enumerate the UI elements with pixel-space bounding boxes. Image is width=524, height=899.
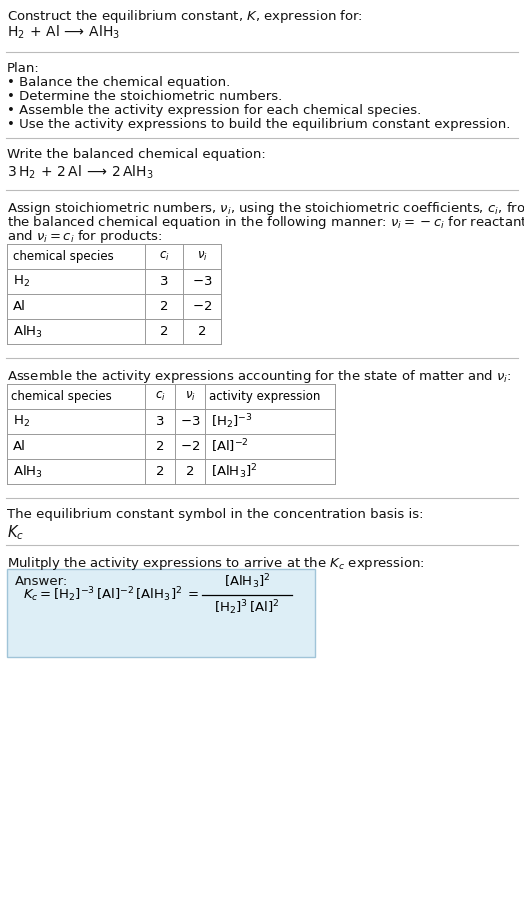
Text: $\nu_i$: $\nu_i$ [184,390,195,403]
Text: Answer:: Answer: [15,575,68,588]
Text: and $\nu_i = c_i$ for products:: and $\nu_i = c_i$ for products: [7,228,162,245]
Text: the balanced chemical equation in the following manner: $\nu_i = -c_i$ for react: the balanced chemical equation in the fo… [7,214,524,231]
Text: 2: 2 [185,465,194,478]
Text: Assign stoichiometric numbers, $\nu_i$, using the stoichiometric coefficients, $: Assign stoichiometric numbers, $\nu_i$, … [7,200,524,217]
Text: $-3$: $-3$ [192,275,212,288]
Text: • Use the activity expressions to build the equilibrium constant expression.: • Use the activity expressions to build … [7,118,510,131]
Text: • Assemble the activity expression for each chemical species.: • Assemble the activity expression for e… [7,104,421,117]
Text: $c_i$: $c_i$ [159,250,169,263]
Text: Assemble the activity expressions accounting for the state of matter and $\nu_i$: Assemble the activity expressions accoun… [7,368,512,385]
Text: 2: 2 [156,465,164,478]
Text: $[\mathrm{AlH_3}]^{2}$: $[\mathrm{AlH_3}]^{2}$ [224,573,270,592]
Text: activity expression: activity expression [209,390,320,403]
Text: Write the balanced chemical equation:: Write the balanced chemical equation: [7,148,266,161]
Text: Construct the equilibrium constant, $K$, expression for:: Construct the equilibrium constant, $K$,… [7,8,363,25]
Text: $\nu_i$: $\nu_i$ [196,250,208,263]
Text: $\mathrm{AlH_3}$: $\mathrm{AlH_3}$ [13,464,43,479]
Text: $[\mathrm{H_2}]^{-3}$: $[\mathrm{H_2}]^{-3}$ [211,412,253,431]
Text: chemical species: chemical species [13,250,114,263]
Text: $K_c = [\mathrm{H_2}]^{-3}\,[\mathrm{Al}]^{-2}\,[\mathrm{AlH_3}]^{2}\;=$: $K_c = [\mathrm{H_2}]^{-3}\,[\mathrm{Al}… [23,585,199,604]
Text: 3: 3 [160,275,168,288]
Text: $c_i$: $c_i$ [155,390,166,403]
Text: $-3$: $-3$ [180,415,200,428]
Text: Mulitply the activity expressions to arrive at the $K_c$ expression:: Mulitply the activity expressions to arr… [7,555,425,572]
Text: 2: 2 [156,440,164,453]
Text: chemical species: chemical species [11,390,112,403]
Text: Al: Al [13,440,26,453]
Text: $\mathrm{H_2}$$\,+\,$Al$\,\longrightarrow\,$$\mathrm{AlH_3}$: $\mathrm{H_2}$$\,+\,$Al$\,\longrightarro… [7,24,120,41]
Text: • Determine the stoichiometric numbers.: • Determine the stoichiometric numbers. [7,90,282,103]
Text: $[\mathrm{AlH_3}]^{2}$: $[\mathrm{AlH_3}]^{2}$ [211,462,257,481]
Text: $\mathrm{H_2}$: $\mathrm{H_2}$ [13,274,30,289]
Text: 2: 2 [160,300,168,313]
Text: $-2$: $-2$ [192,300,212,313]
Text: $\mathrm{H_2}$: $\mathrm{H_2}$ [13,414,30,429]
FancyBboxPatch shape [7,569,315,657]
Text: 2: 2 [198,325,206,338]
Text: $\mathrm{AlH_3}$: $\mathrm{AlH_3}$ [13,324,43,340]
Text: $[\mathrm{Al}]^{-2}$: $[\mathrm{Al}]^{-2}$ [211,438,249,455]
Text: $-2$: $-2$ [180,440,200,453]
Text: Al: Al [13,300,26,313]
Text: Plan:: Plan: [7,62,40,75]
Text: The equilibrium constant symbol in the concentration basis is:: The equilibrium constant symbol in the c… [7,508,423,521]
Text: 2: 2 [160,325,168,338]
Text: 3: 3 [156,415,164,428]
Text: $K_c$: $K_c$ [7,523,24,542]
Text: • Balance the chemical equation.: • Balance the chemical equation. [7,76,230,89]
Text: $[\mathrm{H_2}]^{3}\,[\mathrm{Al}]^{2}$: $[\mathrm{H_2}]^{3}\,[\mathrm{Al}]^{2}$ [214,599,280,618]
Text: $3\,\mathrm{H_2}$$\,+\,2\,$Al$\,\longrightarrow\,$$2\,\mathrm{AlH_3}$: $3\,\mathrm{H_2}$$\,+\,2\,$Al$\,\longrig… [7,164,154,182]
